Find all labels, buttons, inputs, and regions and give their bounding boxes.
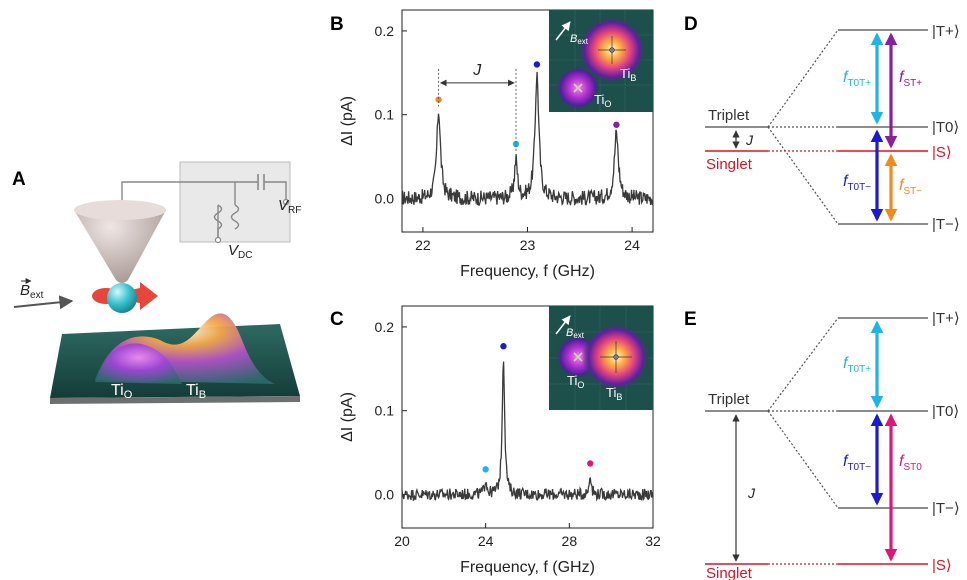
plot-frame: [401, 305, 654, 529]
e-singlet-label: Singlet: [706, 565, 753, 580]
y-tick-label: 0.0: [375, 486, 395, 502]
e-state-s: |S⟩: [932, 557, 952, 574]
d-label-t0tp: fT0T+: [843, 69, 871, 89]
x-tick-label: 23: [520, 237, 536, 253]
e-state-tm: |T−⟩: [932, 500, 960, 517]
e-j-label: J: [747, 485, 756, 501]
e-label-t0tp: fT0T+: [843, 355, 871, 375]
d-singlet-label: Singlet: [706, 156, 753, 173]
panel-b: B 22 23 24 0.0 0.1 0.2 Frequency, f (GHz) ΔI (p…: [330, 9, 654, 280]
chart-c: 20 24 28 32 0.0 0.1 0.2 Frequency, f (GHz) ΔI (p…: [339, 305, 661, 576]
j-bracket-label: J: [472, 62, 482, 79]
d-state-tm: |T−⟩: [932, 216, 960, 233]
y-tick-label: 0.0: [375, 190, 395, 206]
x-tick-label: 28: [562, 533, 578, 549]
chart-b: 22 23 24 0.0 0.1 0.2 Frequency, f (GHz) ΔI (pA)…: [339, 9, 654, 280]
x-tick-label: 24: [624, 237, 640, 253]
label-v-dc: VDC: [228, 242, 252, 261]
panel-letter-b: B: [330, 14, 344, 35]
b-ext-arrow: [13, 295, 74, 310]
x-tick-label: 20: [394, 533, 410, 549]
stm-tip: [74, 203, 166, 283]
y-axis-label: ΔI (pA): [339, 96, 356, 146]
d-label-stm: fST−: [899, 177, 922, 197]
d-state-tp: |T+⟩: [932, 23, 960, 40]
peak-marker: [435, 96, 442, 103]
panel-d: D Triplet Singlet J |T+⟩ |T0⟩ |S⟩ |T−⟩ f…: [684, 14, 960, 233]
y-axis-label: ΔI (pA): [339, 392, 356, 442]
e-state-tp: |T+⟩: [932, 310, 960, 327]
panel-letter-e: E: [684, 309, 697, 330]
spin-sphere: [107, 283, 137, 313]
panel-c: C 20 24 28 32 0.0 0.1 0.2 Frequency, f (GHz) ΔI …: [330, 305, 661, 576]
e-triplet-label: Triplet: [708, 391, 750, 408]
x-tick-label: 24: [478, 533, 494, 549]
y-tick-label: 0.2: [375, 319, 395, 335]
label-ti-b: TiB: [186, 382, 206, 401]
panel-e: E Triplet Singlet J |T+⟩ |T0⟩ |T−⟩ |S⟩ f…: [684, 309, 960, 580]
d-state-t0: |T0⟩: [932, 119, 959, 136]
peak-marker: [587, 460, 594, 467]
y-tick-label: 0.2: [375, 23, 395, 39]
inset-b: Bext TiB TiO: [549, 10, 653, 112]
e-state-t0: |T0⟩: [932, 403, 959, 420]
peak-marker: [512, 140, 520, 148]
d-state-s: |S⟩: [932, 144, 952, 161]
peak-marker: [533, 61, 541, 68]
panel-letter-d: D: [684, 14, 698, 35]
e-label-t0tm: fT0T−: [843, 453, 871, 473]
inset-c-ti-b: TiB: [606, 385, 622, 402]
x-tick-label: 22: [415, 237, 431, 253]
panel-a: A VRF VDC Bext: [12, 161, 301, 404]
inset-b-ti-b: TiB: [620, 66, 636, 83]
label-b-ext: Bext: [20, 282, 44, 301]
e-label-st0: fST0: [899, 453, 922, 473]
d-triplet-label: Triplet: [708, 107, 750, 124]
spectrum-line: [401, 71, 654, 207]
inset-b-b-ext: Bext: [570, 33, 589, 46]
x-axis-label: Frequency, f (GHz): [460, 559, 595, 576]
x-axis-label: Frequency, f (GHz): [460, 263, 595, 280]
stm-tip-top: [74, 200, 166, 220]
circuit-diagram: [121, 161, 291, 244]
spin-arrow: [116, 282, 158, 310]
y-tick-label: 0.1: [375, 403, 395, 419]
panel-letter-c: C: [330, 309, 344, 330]
peak-marker: [613, 121, 620, 128]
spectrum-line: [401, 361, 654, 502]
inset-c: Bext TiO TiB: [549, 306, 653, 410]
inset-c-b-ext: Bext: [566, 327, 585, 340]
inset-b-ti-o: TiO: [594, 92, 611, 109]
x-tick-label: 32: [645, 533, 661, 549]
label-ti-o: TiO: [111, 382, 133, 401]
d-label-t0tm: fT0T−: [843, 173, 871, 193]
peak-marker: [500, 343, 507, 350]
y-tick-label: 0.1: [375, 107, 395, 123]
d-label-stp: fST+: [899, 69, 922, 89]
inset-c-ti-o: TiO: [567, 373, 584, 390]
d-j-label: J: [745, 132, 754, 148]
panel-letter-a: A: [12, 169, 26, 190]
label-v-rf: VRF: [278, 197, 301, 216]
peak-marker: [482, 466, 489, 473]
